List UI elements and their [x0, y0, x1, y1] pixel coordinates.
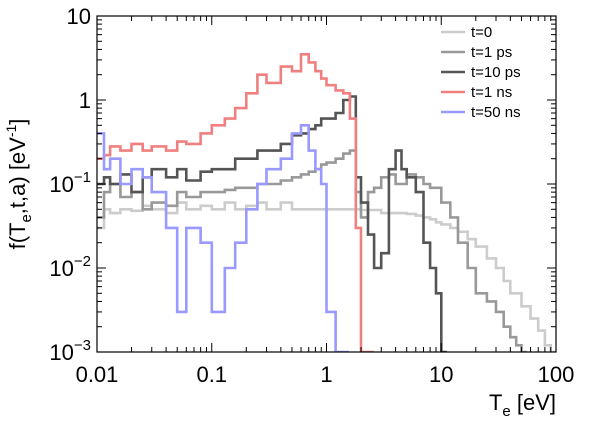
legend-label: t=0	[471, 24, 492, 41]
y-tick-label: 10−2	[49, 253, 91, 281]
legend-label: t=10 ps	[471, 64, 521, 81]
x-tick-label: 1	[320, 362, 332, 387]
legend-item: t=1 ns	[441, 84, 512, 101]
x-axis-title-main: T	[489, 390, 502, 415]
legend-item: t=1 ps	[441, 44, 512, 61]
legend-item: t=0	[441, 24, 492, 41]
y-axis-title-sup: -1	[3, 124, 19, 137]
x-axis-title-sub: e	[502, 403, 510, 420]
series-line-4	[97, 53, 374, 352]
legend-item: t=50 ns	[441, 104, 521, 121]
y-axis-title-post: ]	[5, 119, 30, 125]
y-axis-title-sub: e	[18, 214, 35, 222]
y-tick-label: 10	[67, 4, 91, 29]
y-tick-label: 1	[79, 88, 91, 113]
series-line-2	[97, 149, 528, 352]
x-tick-label: 0.1	[196, 362, 227, 387]
y-axis-title-pre: f(T	[5, 223, 30, 250]
legend-label: t=50 ns	[471, 104, 521, 121]
x-tick-label: 0.01	[76, 362, 119, 387]
plot-frame	[96, 15, 557, 353]
y-tick-label: 10−3	[49, 337, 91, 365]
x-tick-label: 100	[538, 362, 575, 387]
y-axis-title-mid: ,t,a) [eV	[5, 137, 30, 214]
x-axis-title: Te [eV]	[489, 390, 556, 420]
legend: t=0 t=1 ps t=10 ps t=1 ns t=50 ns	[441, 24, 521, 121]
y-tick-label: 10−1	[49, 169, 91, 197]
legend-label: t=1 ns	[471, 84, 512, 101]
ticks-layer	[96, 16, 557, 353]
legend-label: t=1 ps	[471, 44, 512, 61]
series-line-3	[97, 95, 447, 352]
series-line-5	[97, 124, 349, 352]
x-axis-title-unit: [eV]	[511, 390, 556, 415]
x-tick-labels: 0.01 0.1 1 10 100	[76, 362, 575, 387]
y-axis-title: f(Te,t,a) [eV-1]	[3, 119, 35, 250]
series-layer	[97, 53, 556, 352]
y-tick-labels: 10−3 10−2 10−1 1 10	[49, 4, 91, 365]
x-tick-label: 10	[429, 362, 453, 387]
legend-item: t=10 ps	[441, 64, 521, 81]
